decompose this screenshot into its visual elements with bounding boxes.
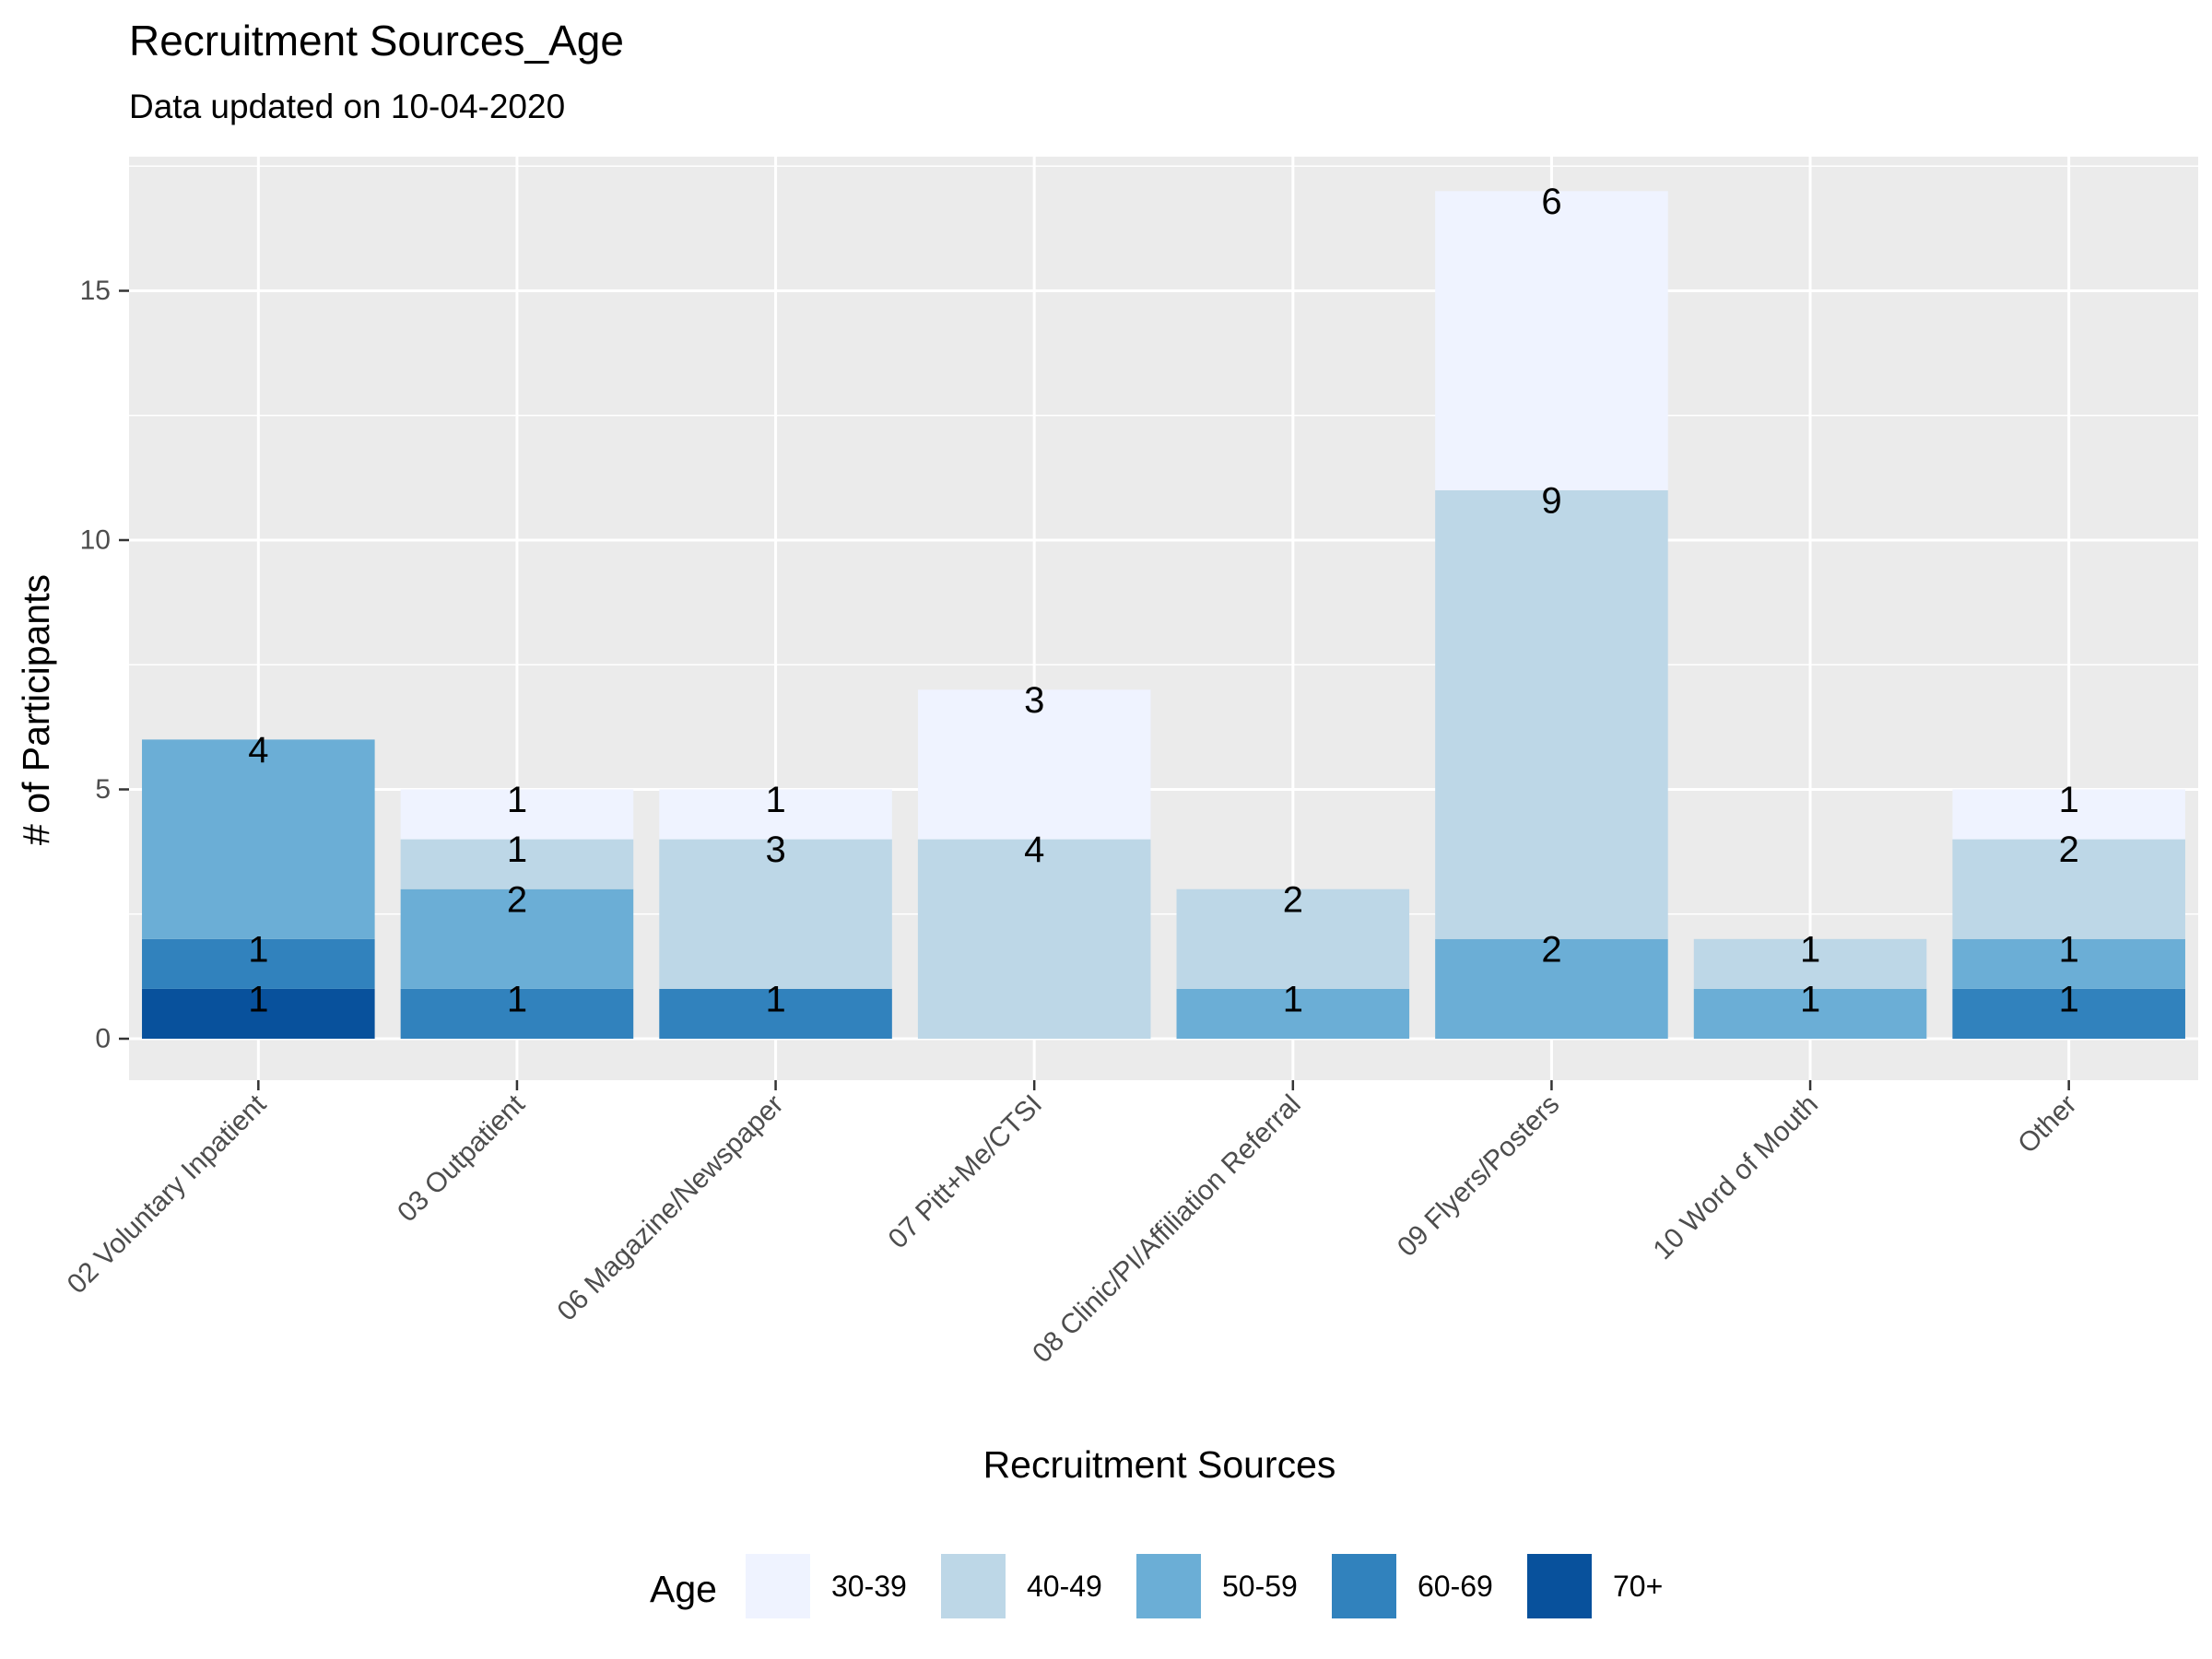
bar-segment	[142, 988, 375, 1039]
data-label: 1	[765, 780, 785, 820]
data-labels-layer: 1 1 4 1 2 1 1 1 3 1 4 3 1 2 2 9 6 1 1 1 1 2 1	[248, 182, 2079, 1020]
bars-layer	[142, 191, 2185, 1039]
chart-subtitle: Data updated on 10-04-2020	[129, 88, 565, 125]
data-label: 4	[1024, 830, 1044, 870]
bar-segment	[142, 739, 375, 939]
bar-segment	[659, 988, 892, 1039]
y-tick-label: 10	[80, 525, 111, 556]
data-label: 1	[1283, 979, 1303, 1019]
legend-title: Age	[650, 1568, 717, 1610]
legend-label: 40-49	[1027, 1570, 1102, 1603]
bar-segment	[400, 839, 634, 889]
x-tick-label: 02 Voluntary Inpatient	[62, 1088, 273, 1300]
legend-key	[744, 1552, 812, 1620]
chart-title: Recruitment Sources_Age	[129, 17, 624, 65]
data-label: 1	[2059, 979, 2079, 1019]
bar-segment	[1693, 938, 1927, 989]
bar-segment	[1435, 938, 1668, 1039]
legend: Age 30-39 40-49 50-59 60-69 70+	[650, 1552, 1663, 1620]
data-label: 1	[765, 979, 785, 1019]
bar-segment	[1952, 988, 2185, 1039]
bar-segment	[659, 789, 892, 840]
y-tick-label: 5	[95, 774, 111, 805]
x-tick-label: 08 Clinic/PI/Affiliation Referral	[1027, 1089, 1307, 1370]
x-tick-label: Other	[2012, 1089, 2082, 1159]
legend-label: 70+	[1613, 1570, 1663, 1603]
bar-segment	[142, 938, 375, 989]
data-label: 2	[507, 879, 527, 920]
data-label: 6	[1541, 182, 1561, 222]
x-axis: 02 Voluntary Inpatient 03 Outpatient 06 Ma…	[62, 1080, 2083, 1369]
data-label: 2	[2059, 830, 2079, 870]
bar-segment	[400, 789, 634, 840]
x-tick-label: 07 Pitt+Me/CTSI	[883, 1089, 1049, 1255]
data-label: 1	[2059, 780, 2079, 820]
bar-segment	[659, 839, 892, 989]
data-label: 2	[1283, 879, 1303, 920]
data-label: 1	[248, 979, 268, 1019]
legend-key	[1135, 1552, 1203, 1620]
bar-segment	[1435, 489, 1668, 939]
y-tick-label: 0	[95, 1024, 111, 1054]
bar-segment	[917, 839, 1151, 1039]
data-label: 1	[1800, 929, 1820, 970]
bar-segment	[1952, 839, 2185, 939]
data-label: 3	[1024, 680, 1044, 721]
bar-segment	[400, 988, 634, 1039]
bar-segment	[917, 689, 1151, 840]
y-tick-label: 15	[80, 276, 111, 306]
data-label: 1	[507, 979, 527, 1019]
legend-label: 60-69	[1418, 1570, 1493, 1603]
legend-key	[1330, 1552, 1398, 1620]
bar-segment	[1952, 789, 2185, 840]
data-label: 1	[2059, 929, 2079, 970]
bar-segment	[400, 888, 634, 989]
data-label: 1	[507, 830, 527, 870]
x-tick-label: 03 Outpatient	[392, 1088, 531, 1228]
legend-label: 50-59	[1222, 1570, 1298, 1603]
legend-key	[939, 1552, 1007, 1620]
bar-segment	[1435, 191, 1668, 490]
x-tick-label: 09 Flyers/Posters	[1392, 1089, 1565, 1263]
data-label: 1	[1800, 979, 1820, 1019]
bar-segment	[1176, 888, 1410, 989]
y-axis: 0 5 10 15	[80, 276, 129, 1054]
bar-segment	[1952, 938, 2185, 989]
y-axis-title: # of Participants	[15, 574, 57, 845]
legend-key	[1525, 1552, 1594, 1620]
x-axis-title: Recruitment Sources	[983, 1443, 1336, 1486]
data-label: 2	[1541, 929, 1561, 970]
data-label: 1	[507, 780, 527, 820]
x-tick-label: 06 Magazine/Newspaper	[552, 1089, 790, 1327]
x-tick-label: 10 Word of Mouth	[1647, 1089, 1824, 1266]
data-label: 1	[248, 929, 268, 970]
data-label: 3	[765, 830, 785, 870]
legend-label: 30-39	[831, 1570, 907, 1603]
data-label: 4	[248, 730, 268, 771]
bar-segment	[1693, 988, 1927, 1039]
bar-segment	[1176, 988, 1410, 1039]
data-label: 9	[1541, 480, 1561, 521]
